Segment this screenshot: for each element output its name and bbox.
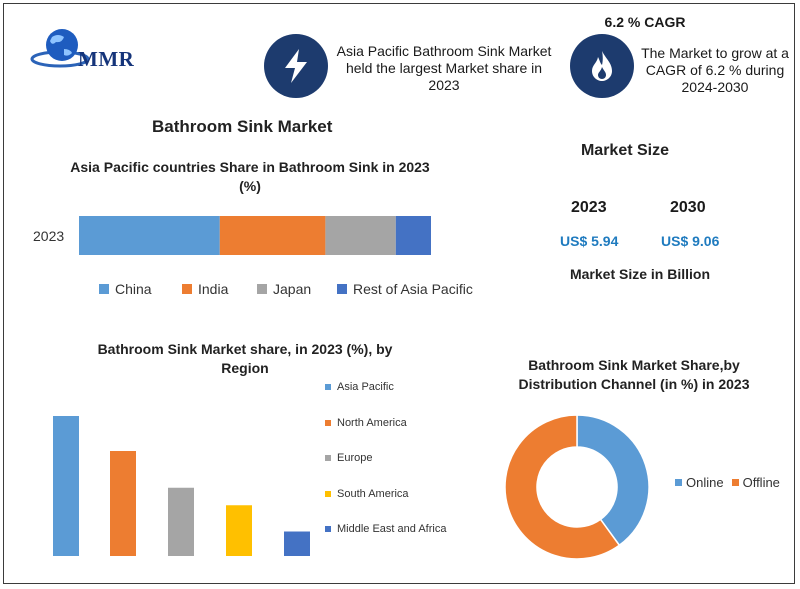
stacked-segment-japan [325,216,396,255]
country-share-chart-title: Asia Pacific countries Share in Bathroom… [70,159,430,194]
mmr-logo: MMR [30,25,150,75]
stacked-bar-category-label: 2023 [33,228,64,244]
region-legend-item-middle-east-and-africa: Middle East and Africa [325,522,475,536]
distribution-channel-legend: Online Offline [675,474,795,490]
region-legend-swatch [325,490,331,497]
donut-slice-online [576,414,650,547]
main-title: Bathroom Sink Market [152,117,333,136]
cagr-title: 6.2 % CAGR [604,14,686,30]
region-legend-label: Asia Pacific [337,381,394,393]
legend-label-china: China [115,281,152,297]
flame-icon [570,34,634,98]
donut-slice-offline [504,414,621,560]
region-legend-swatch [325,384,331,390]
region-share-bar-chart [53,416,310,556]
region-share-legend: Asia Pacific North America Europe South Ame… [325,380,475,558]
legend-label-india: India [198,281,229,297]
stacked-segment-india [219,216,326,255]
region-bar-europe [168,487,194,556]
region-legend-item-europe: Europe [325,451,475,465]
cagr-callout: The Market to grow at a CAGR of 6.2 % du… [641,45,789,95]
legend-swatch-china [99,284,109,294]
legend-label-japan: Japan [273,281,311,297]
market-size-year-2030: 2030 [670,199,706,216]
infographic-frame [3,3,795,584]
donut-legend-label: Offline [742,474,780,490]
market-size-value-2030: US$ 9.06 [661,233,720,249]
donut-legend-swatch [731,478,739,486]
country-share-stacked-bar-chart: 2023 China India Japan Rest of Asia Pacific [33,216,473,297]
lightning-bolt-icon [264,34,328,98]
legend-swatch-japan [257,284,267,294]
market-size-value-2023: US$ 5.94 [560,233,619,249]
logo-text: MMR [78,47,135,71]
stacked-segment-china [79,216,220,255]
market-size-title: Market Size [580,142,670,159]
region-legend-item-north-america: North America [325,416,475,430]
region-legend-item-asia-pacific: Asia Pacific [325,380,475,394]
region-legend-label: South America [337,487,409,500]
largest-share-callout: Asia Pacific Bathroom Sink Market held t… [336,43,552,93]
legend-swatch-rest-of-asia-pacific [337,284,347,294]
legend-swatch-india [182,284,192,294]
region-legend-swatch [325,419,331,426]
region-legend-label: Middle East and Africa [337,523,447,535]
donut-legend-label: Online [686,474,724,490]
donut-legend-item-online: Online [675,474,724,490]
distribution-channel-donut-chart [504,414,650,560]
region-bar-middle-east-and-africa [284,531,310,556]
region-bar-north-america [110,451,136,556]
region-bar-asia-pacific [53,416,79,556]
market-size-year-2023: 2023 [571,199,607,216]
region-legend-swatch [325,455,331,461]
distribution-channel-chart-title: Bathroom Sink Market Share,by Distributi… [518,357,750,392]
donut-legend-item-offline: Offline [731,474,780,490]
region-share-chart-title: Bathroom Sink Market share, in 2023 (%),… [97,341,393,376]
legend-label-rest-of-asia-pacific: Rest of Asia Pacific [353,281,473,297]
globe-icon [30,29,90,68]
market-size-unit-label: Market Size in Billion [569,266,711,282]
region-legend-item-south-america: South America [325,487,475,501]
region-legend-label: Europe [337,452,373,464]
donut-legend-swatch [675,478,682,486]
region-bar-south-america [226,505,252,556]
region-legend-label: North America [337,416,407,429]
stacked-segment-rest-of-asia-pacific [395,216,431,255]
region-legend-swatch [325,526,331,532]
